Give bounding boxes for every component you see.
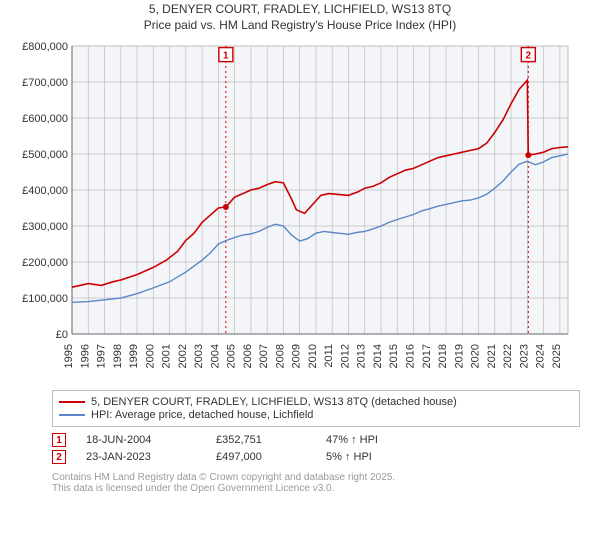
svg-text:2009: 2009 — [291, 344, 303, 368]
footer-line2: This data is licensed under the Open Gov… — [52, 483, 580, 494]
svg-text:2011: 2011 — [323, 344, 335, 368]
sales-table: 1 18-JUN-2004£352,75147% ↑ HPI 2 23-JAN-202… — [52, 433, 580, 464]
price-chart: £0 £100,000 £200,000 £300,000 £400,000 £500,0… — [20, 38, 580, 388]
sale-price: £497,000 — [216, 451, 326, 463]
svg-text:2022: 2022 — [502, 344, 514, 368]
svg-text:2025: 2025 — [551, 344, 563, 368]
svg-text:£700,000: £700,000 — [22, 77, 68, 89]
svg-text:2: 2 — [526, 51, 532, 62]
svg-text:2004: 2004 — [209, 344, 221, 368]
title-line2: Price paid vs. HM Land Registry's House … — [0, 18, 600, 32]
svg-text:2014: 2014 — [372, 344, 384, 368]
svg-text:2002: 2002 — [177, 344, 189, 368]
svg-text:£600,000: £600,000 — [22, 113, 68, 125]
svg-text:2016: 2016 — [405, 344, 417, 368]
svg-text:2012: 2012 — [339, 344, 351, 368]
sale-date: 23-JAN-2023 — [86, 451, 216, 463]
sale-hpi-delta: 5% ↑ HPI — [326, 451, 372, 463]
svg-text:2008: 2008 — [274, 344, 286, 368]
svg-text:2018: 2018 — [437, 344, 449, 368]
sale-marker-icon: 1 — [52, 433, 66, 447]
svg-text:1998: 1998 — [112, 344, 124, 368]
legend-label: HPI: Average price, detached house, Lich… — [91, 409, 313, 421]
svg-text:£200,000: £200,000 — [22, 257, 68, 269]
svg-text:£500,000: £500,000 — [22, 149, 68, 161]
svg-text:2021: 2021 — [486, 344, 498, 368]
svg-text:2015: 2015 — [388, 344, 400, 368]
sale-date: 18-JUN-2004 — [86, 434, 216, 446]
footer-attribution: Contains HM Land Registry data © Crown c… — [52, 472, 580, 494]
svg-text:2019: 2019 — [453, 344, 465, 368]
title-line1: 5, DENYER COURT, FRADLEY, LICHFIELD, WS1… — [0, 2, 600, 16]
legend-label: 5, DENYER COURT, FRADLEY, LICHFIELD, WS1… — [91, 396, 457, 408]
svg-text:2010: 2010 — [307, 344, 319, 368]
legend-item: 5, DENYER COURT, FRADLEY, LICHFIELD, WS1… — [59, 396, 573, 408]
sale-price: £352,751 — [216, 434, 326, 446]
svg-text:2001: 2001 — [161, 344, 173, 368]
svg-text:2003: 2003 — [193, 344, 205, 368]
svg-text:1999: 1999 — [128, 344, 140, 368]
svg-text:2000: 2000 — [144, 344, 156, 368]
svg-text:2024: 2024 — [535, 344, 547, 368]
svg-text:2023: 2023 — [518, 344, 530, 368]
sale-hpi-delta: 47% ↑ HPI — [326, 434, 378, 446]
svg-text:1996: 1996 — [79, 344, 91, 368]
svg-text:2013: 2013 — [356, 344, 368, 368]
svg-text:2020: 2020 — [470, 344, 482, 368]
svg-text:2006: 2006 — [242, 344, 254, 368]
svg-text:1: 1 — [223, 51, 229, 62]
chart-titles: 5, DENYER COURT, FRADLEY, LICHFIELD, WS1… — [0, 2, 600, 32]
svg-text:2005: 2005 — [226, 344, 238, 368]
svg-text:1997: 1997 — [96, 344, 108, 368]
legend-swatch — [59, 401, 85, 403]
legend: 5, DENYER COURT, FRADLEY, LICHFIELD, WS1… — [52, 390, 580, 427]
legend-swatch — [59, 414, 85, 416]
svg-text:2017: 2017 — [421, 344, 433, 368]
sale-row: 2 23-JAN-2023£497,0005% ↑ HPI — [52, 450, 580, 464]
sale-marker-icon: 2 — [52, 450, 66, 464]
sale-row: 1 18-JUN-2004£352,75147% ↑ HPI — [52, 433, 580, 447]
svg-text:£100,000: £100,000 — [22, 293, 68, 305]
svg-text:£800,000: £800,000 — [22, 41, 68, 53]
svg-text:1995: 1995 — [63, 344, 75, 368]
svg-text:£400,000: £400,000 — [22, 185, 68, 197]
svg-text:£0: £0 — [56, 329, 68, 341]
legend-item: HPI: Average price, detached house, Lich… — [59, 409, 573, 421]
footer-line1: Contains HM Land Registry data © Crown c… — [52, 472, 580, 483]
svg-text:2007: 2007 — [258, 344, 270, 368]
svg-text:£300,000: £300,000 — [22, 221, 68, 233]
